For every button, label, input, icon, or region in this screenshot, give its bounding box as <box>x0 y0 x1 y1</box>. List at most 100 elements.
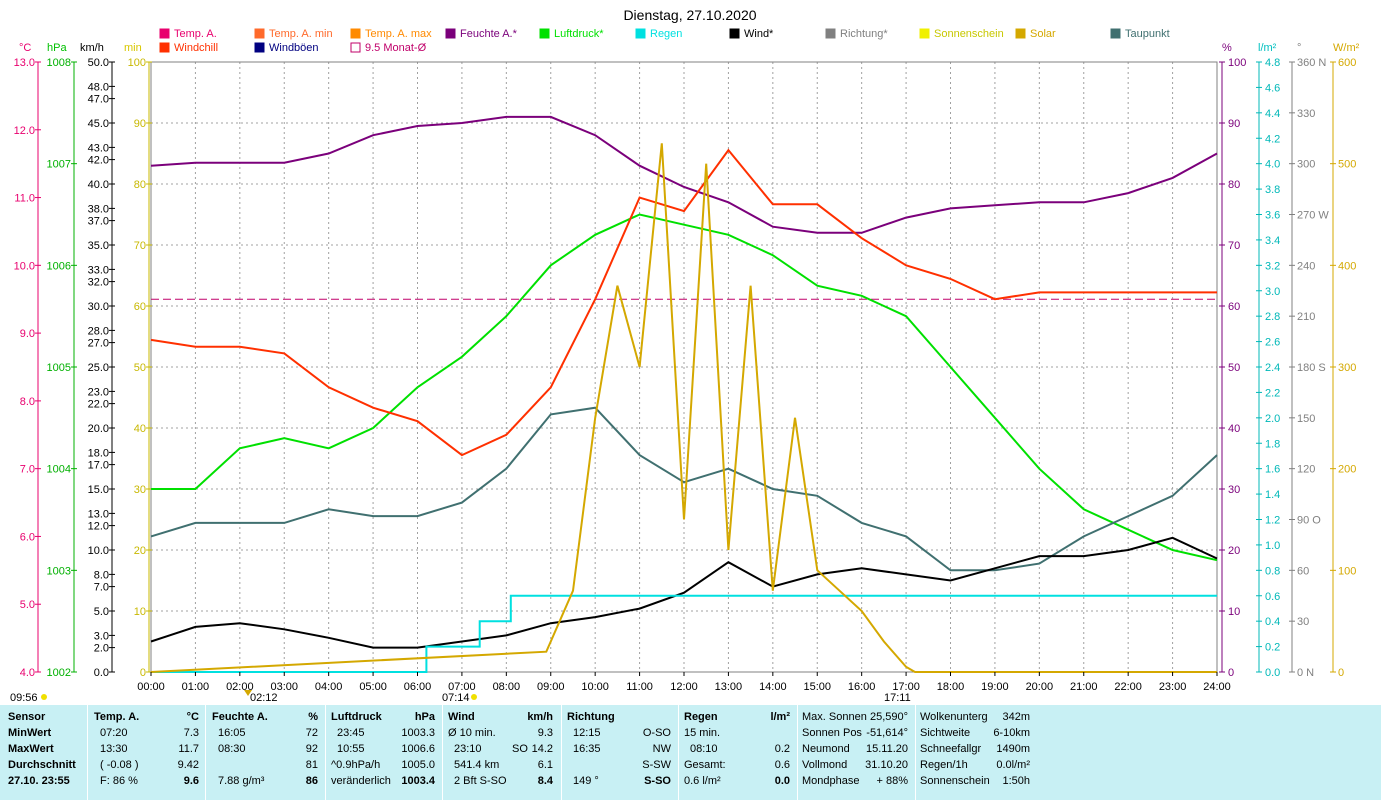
axis-direction-label-4: 240 <box>1297 260 1315 272</box>
temp-now-value: 9.6 <box>183 775 199 787</box>
axis-humidity-label-7: 30 <box>1228 484 1240 496</box>
axis-humidity-label-5: 50 <box>1228 362 1240 374</box>
axis-humidity-label-0: 100 <box>1228 57 1246 69</box>
legend-label-6: Wind* <box>744 28 774 40</box>
axis-rain-label-20: 0.8 <box>1265 565 1280 577</box>
axis-temp-label-4: 9.0 <box>20 328 35 340</box>
axis-wind-label-2: 47.0 <box>88 94 109 106</box>
axis-pressure-label-6: 1002 <box>47 667 71 679</box>
hum-max-time: 08:30 <box>218 743 246 755</box>
x-label-18: 18:00 <box>937 681 965 693</box>
hum-max-value: 92 <box>305 743 318 755</box>
row-now: 27.10. 23:55 <box>8 775 70 787</box>
axis-rain-label-11: 2.6 <box>1265 337 1280 349</box>
press-max-value: 1006.6 <box>401 743 435 755</box>
axis-solar-label-5: 100 <box>1338 565 1356 577</box>
axis-wind-label-25: 8.0 <box>94 569 109 581</box>
legend-swatch-3 <box>445 28 456 39</box>
chart-title: Dienstag, 27.10.2020 <box>623 7 756 23</box>
axis-rain-label-23: 0.2 <box>1265 642 1280 654</box>
sunrise-icon <box>471 694 477 700</box>
axis-sunshine-label-2: 80 <box>134 179 146 191</box>
axis-sunshine-label-1: 90 <box>134 118 146 130</box>
axis-direction-label-6: 180 S <box>1297 362 1326 374</box>
axis-direction-label-2: 300 <box>1297 159 1315 171</box>
press-trend: ^0.9hPa/h <box>331 759 381 771</box>
axis-solar-label-1: 500 <box>1338 159 1356 171</box>
wind-header: Wind <box>448 711 475 723</box>
press-now-value: 1003.4 <box>401 775 435 787</box>
axis-pressure-label-5: 1003 <box>47 565 71 577</box>
series-line-5 <box>151 594 1217 673</box>
x-label-11: 11:00 <box>626 681 653 693</box>
hum-min-value: 72 <box>305 727 318 739</box>
temp-avg-value: 9.42 <box>177 759 199 771</box>
moon-icon <box>244 690 252 696</box>
axis-pressure-label-1: 1007 <box>47 159 71 171</box>
misc-l5: Sonnenschein <box>920 775 990 787</box>
axis-header-lm2: l/m² <box>1258 42 1277 54</box>
x-axis-labels: 00:00 01:00 02:00 03:00 04:00 05:00 06:00 07:00… <box>137 672 1231 693</box>
axis-header-percent: % <box>1222 42 1232 54</box>
temp-now-extra: F: 86 % <box>100 775 138 787</box>
legend-label-8: Sonnenschein <box>934 28 1004 40</box>
legend-swatch-11 <box>159 42 170 53</box>
axis-humidity-label-4: 60 <box>1228 301 1240 313</box>
x-label-19: 19:00 <box>981 681 1009 693</box>
sun-l2: Sonnen Pos <box>802 727 862 739</box>
legend-label-10: Taupunkt <box>1125 28 1170 40</box>
axes: 13.012.011.010.09.08.07.06.05.04.0100810… <box>14 57 1357 679</box>
axis-rain-label-7: 3.4 <box>1265 235 1280 247</box>
rain-unit: l/m² <box>770 711 790 723</box>
axis-wind-label-3: 45.0 <box>88 118 109 130</box>
axis-sunshine-label-5: 50 <box>134 362 146 374</box>
axis-wind-label-24: 10.0 <box>88 545 109 557</box>
axis-rain-label-5: 3.8 <box>1265 184 1280 196</box>
x-label-17: 17:00 <box>892 681 920 693</box>
series <box>150 115 1218 673</box>
sensor-header: Sensor <box>8 711 46 723</box>
axis-rain-label-14: 2.0 <box>1265 413 1280 425</box>
hum-min-time: 16:05 <box>218 727 246 739</box>
axis-solar-label-6: 0 <box>1338 667 1344 679</box>
x-label-9: 09:00 <box>537 681 565 693</box>
axis-direction-label-5: 210 <box>1297 311 1315 323</box>
x-label-8: 08:00 <box>493 681 521 693</box>
axis-rain-label-22: 0.4 <box>1265 616 1280 628</box>
hum-unit: % <box>308 711 318 723</box>
axis-rain-label-19: 1.0 <box>1265 540 1280 552</box>
axis-rain-label-24: 0.0 <box>1265 667 1280 679</box>
temp-avg-extra: ( -0.08 ) <box>100 759 139 771</box>
misc-v3: 1490m <box>996 743 1030 755</box>
press-max-time: 10:55 <box>337 743 365 755</box>
axis-temp-label-7: 6.0 <box>20 531 35 543</box>
axis-direction-label-9: 90 O <box>1297 515 1321 527</box>
axis-temp-label-0: 13.0 <box>14 57 35 69</box>
press-forecast: veränderlich <box>331 775 391 787</box>
x-label-16: 16:00 <box>848 681 876 693</box>
row-min: MinWert <box>8 727 52 739</box>
legend: Temp. A. Temp. A. min Temp. A. max Feuchte … <box>159 28 1170 54</box>
legend-swatch-10 <box>1110 28 1121 39</box>
sun-v1: 25,590° <box>869 711 908 723</box>
axis-pressure-label-4: 1004 <box>47 464 71 476</box>
sun-l3: Neumond <box>802 743 850 755</box>
axis-wind-label-5: 42.0 <box>88 155 109 167</box>
axis-wind-label-12: 30.0 <box>88 301 109 313</box>
axis-solar-label-0: 600 <box>1338 57 1356 69</box>
legend-swatch-6 <box>729 28 740 39</box>
sun-icon <box>41 694 47 700</box>
dir-r1-value: O-SO <box>642 727 671 739</box>
misc-l4: Regen/1h <box>920 759 968 771</box>
axis-wind-label-29: 2.0 <box>94 643 109 655</box>
axis-wind-label-17: 22.0 <box>88 399 109 411</box>
axis-wind-label-15: 25.0 <box>88 362 109 374</box>
wind-avg10-label: Ø 10 min. <box>448 727 496 739</box>
dir-r2-time: 16:35 <box>573 743 601 755</box>
sunset-label: 17:11 <box>884 692 911 704</box>
axis-wind-label-10: 33.0 <box>88 264 109 276</box>
axis-pressure-label-3: 1005 <box>47 362 71 374</box>
axis-header-wm2: W/m² <box>1333 42 1360 54</box>
sunrise-label: 07:14 <box>442 692 470 704</box>
legend-swatch-2 <box>350 28 361 39</box>
